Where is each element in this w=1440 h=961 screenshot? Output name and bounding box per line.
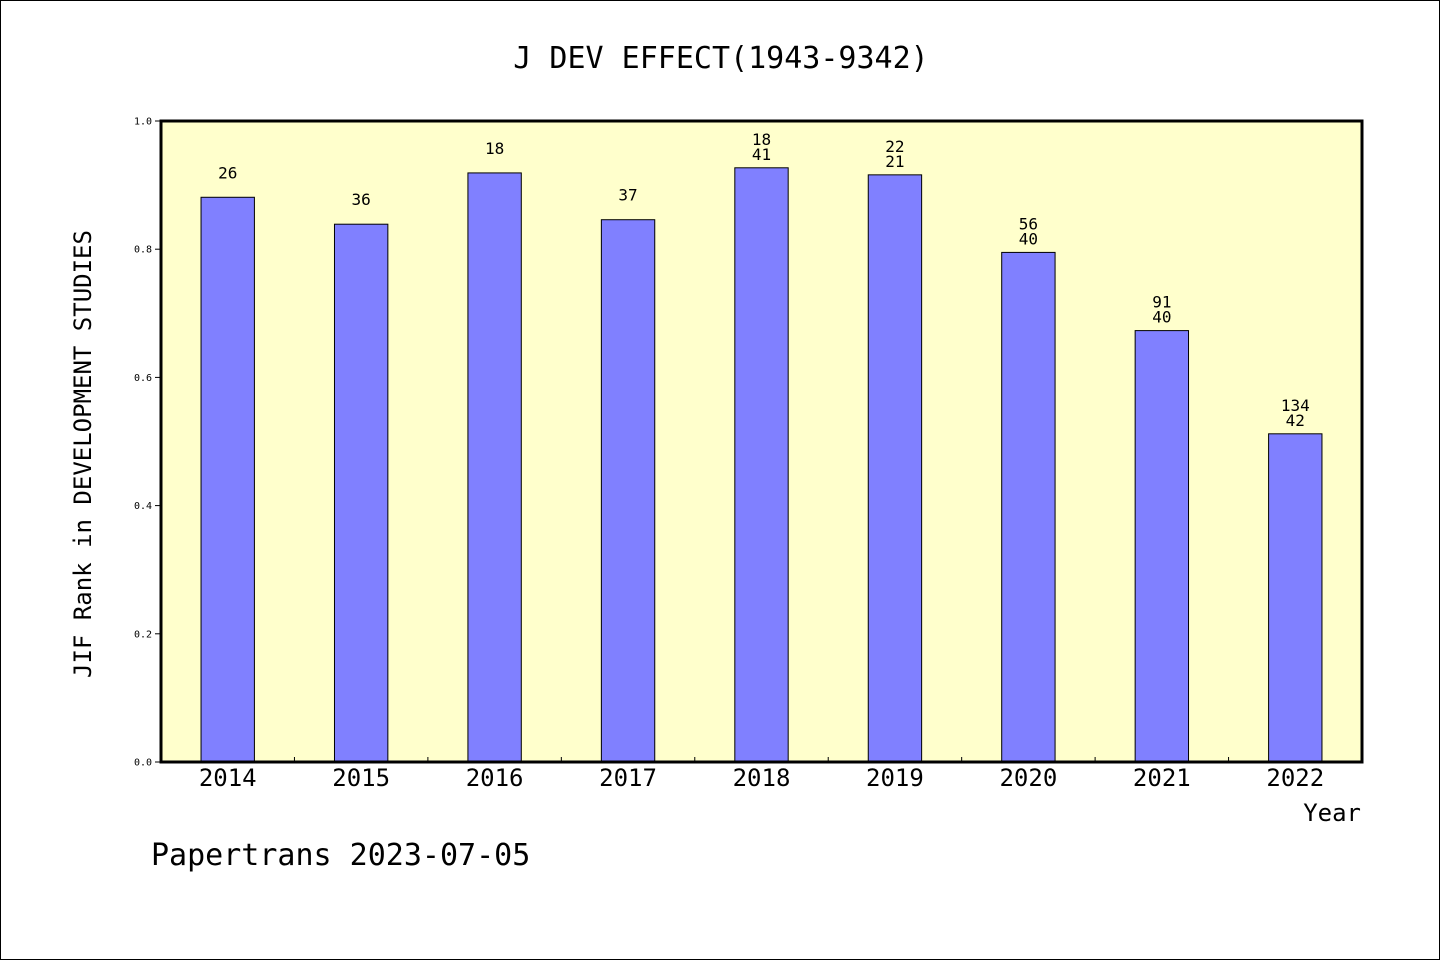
- bar-label-2019-1: 21: [885, 152, 904, 171]
- x-tick-label-2017: 2017: [599, 764, 657, 792]
- bar-2014: [200, 196, 255, 763]
- bar-2017: [600, 219, 656, 763]
- bar-2022: [1268, 433, 1323, 763]
- bar-2016: [467, 172, 522, 763]
- bar-2015: [333, 223, 389, 763]
- x-axis-ticks: 2014 2015 2016 2017 2018 2019 2020 2021 2022: [199, 757, 1324, 792]
- y-tick-label-2: 0.4: [134, 501, 152, 512]
- bar-2021: [1134, 330, 1190, 763]
- x-tick-label-2022: 2022: [1266, 764, 1324, 792]
- x-tick-label-2020: 2020: [999, 764, 1057, 792]
- bar-label-2018-0: 18: [752, 130, 771, 149]
- y-tick-label-4: 0.8: [134, 245, 152, 256]
- x-tick-label-2015: 2015: [332, 764, 390, 792]
- chart-title: J DEV EFFECT(1943-9342): [513, 41, 928, 76]
- bar-label-2014-0: 26: [218, 163, 237, 182]
- bar-label-2022-0: 134: [1281, 396, 1310, 415]
- bar-label-2021-0: 91: [1152, 293, 1171, 312]
- x-axis-label: Year: [1303, 799, 1361, 827]
- bar-label-2020-0: 56: [1019, 214, 1038, 233]
- bar-label-2015-0: 36: [352, 190, 371, 209]
- bar-label-2021-1: 40: [1152, 308, 1171, 327]
- y-axis-ticks: 0.0 0.2 0.4 0.6 0.8 1.0: [134, 117, 161, 769]
- bar-label-2018-1: 41: [752, 145, 771, 164]
- y-axis-label: JIF Rank in DEVELOPMENT STUDIES: [69, 230, 97, 678]
- y-tick-label-5: 1.0: [134, 117, 152, 128]
- y-tick-label-1: 0.2: [134, 629, 152, 640]
- x-tick-label-2016: 2016: [466, 764, 524, 792]
- bar-2019: [867, 174, 923, 763]
- bar-label-2022-1: 42: [1286, 411, 1305, 430]
- bar-label-2019-0: 22: [885, 137, 904, 156]
- footer-text: Papertrans 2023-07-05: [151, 838, 530, 873]
- bar-2018: [734, 167, 789, 763]
- y-tick-label-3: 0.6: [134, 373, 152, 384]
- x-tick-label-2021: 2021: [1133, 764, 1191, 792]
- bar-label-2020-1: 40: [1019, 229, 1038, 248]
- bar-label-2016-0: 18: [485, 139, 504, 158]
- x-tick-label-2018: 2018: [733, 764, 791, 792]
- bars-group: [200, 167, 1323, 763]
- x-tick-label-2014: 2014: [199, 764, 257, 792]
- bar-label-2017-0: 37: [618, 186, 637, 205]
- plot-border: [159, 119, 1364, 764]
- bar-2020: [1001, 251, 1056, 763]
- y-tick-label-0: 0.0: [134, 758, 152, 769]
- x-tick-label-2019: 2019: [866, 764, 924, 792]
